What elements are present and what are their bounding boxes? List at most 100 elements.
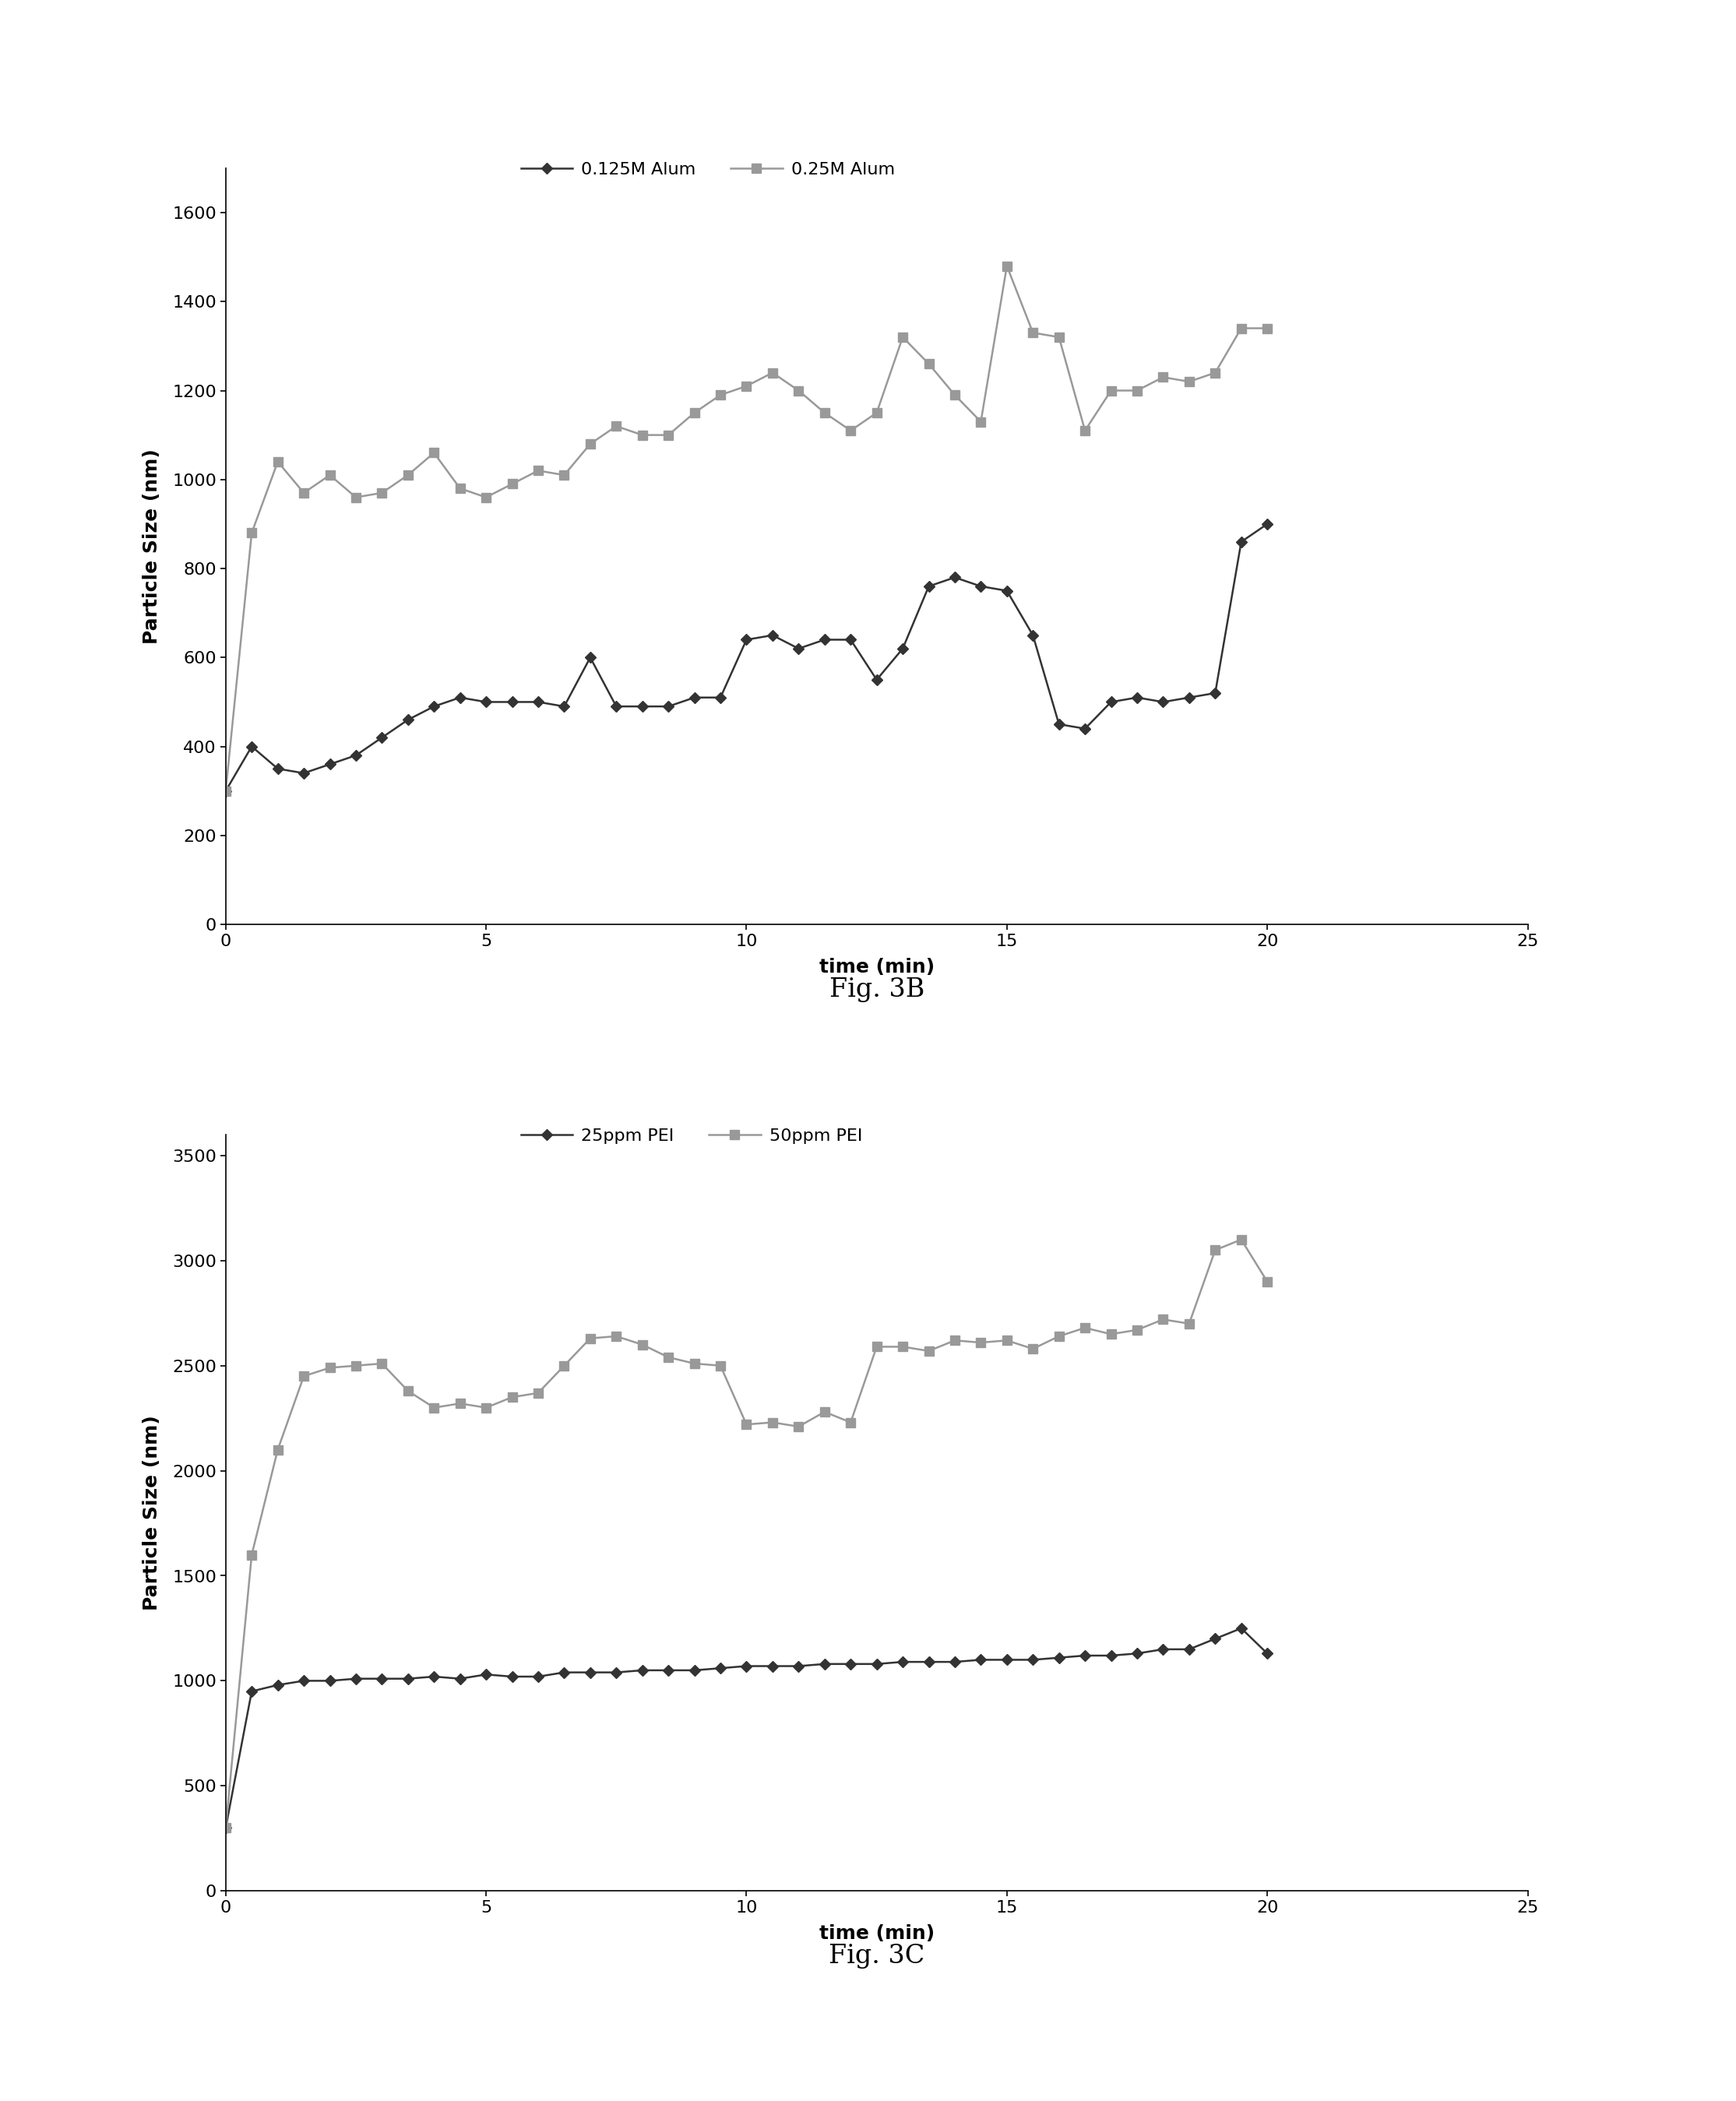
50ppm PEI [788, 1414, 809, 1439]
50ppm PEI [996, 1328, 1017, 1353]
50ppm PEI [970, 1330, 991, 1355]
0.25M Alum [241, 521, 262, 546]
25ppm PEI [840, 1651, 861, 1677]
0.125M Alum [944, 565, 965, 590]
0.25M Alum [1127, 378, 1147, 403]
25ppm PEI [528, 1664, 549, 1689]
25ppm PEI [1153, 1637, 1174, 1662]
50ppm PEI [684, 1351, 705, 1376]
0.125M Alum [1179, 685, 1200, 710]
0.125M Alum [1257, 511, 1278, 536]
50ppm PEI [918, 1338, 939, 1364]
0.25M Alum [996, 254, 1017, 279]
50ppm PEI [1257, 1269, 1278, 1294]
50ppm PEI [502, 1385, 523, 1410]
25ppm PEI [267, 1672, 288, 1698]
50ppm PEI [710, 1353, 731, 1378]
0.25M Alum [424, 441, 444, 466]
Line: 50ppm PEI: 50ppm PEI [222, 1235, 1271, 1832]
25ppm PEI [710, 1656, 731, 1681]
0.125M Alum [1205, 681, 1226, 706]
0.125M Alum [814, 626, 835, 651]
25ppm PEI [944, 1649, 965, 1674]
0.25M Alum [1205, 359, 1226, 384]
25ppm PEI [424, 1664, 444, 1689]
0.25M Alum [450, 475, 470, 500]
50ppm PEI [580, 1326, 601, 1351]
0.25M Alum [554, 462, 575, 487]
0.125M Alum [293, 761, 314, 786]
25ppm PEI [319, 1668, 340, 1693]
50ppm PEI [1205, 1237, 1226, 1263]
25ppm PEI [788, 1653, 809, 1679]
0.125M Alum [398, 708, 418, 733]
0.25M Alum [476, 485, 496, 511]
0.125M Alum [1023, 622, 1043, 647]
0.125M Alum [684, 685, 705, 710]
0.125M Alum [762, 622, 783, 647]
0.25M Alum [684, 399, 705, 424]
0.25M Alum [710, 382, 731, 408]
0.125M Alum [502, 689, 523, 714]
0.25M Alum [1257, 315, 1278, 340]
50ppm PEI [1153, 1307, 1174, 1332]
25ppm PEI [892, 1649, 913, 1674]
25ppm PEI [1205, 1626, 1226, 1651]
0.25M Alum [580, 431, 601, 456]
0.125M Alum [918, 574, 939, 599]
Legend: 0.125M Alum, 0.25M Alum: 0.125M Alum, 0.25M Alum [521, 162, 894, 176]
0.25M Alum [293, 481, 314, 506]
0.125M Alum [424, 693, 444, 719]
50ppm PEI [476, 1395, 496, 1420]
0.25M Alum [606, 414, 627, 439]
25ppm PEI [736, 1653, 757, 1679]
25ppm PEI [1101, 1643, 1121, 1668]
50ppm PEI [267, 1437, 288, 1462]
0.125M Alum [1101, 689, 1121, 714]
50ppm PEI [424, 1395, 444, 1420]
0.25M Alum [1101, 378, 1121, 403]
0.125M Alum [632, 693, 653, 719]
25ppm PEI [398, 1666, 418, 1691]
X-axis label: time (min): time (min) [819, 958, 934, 977]
25ppm PEI [1075, 1643, 1095, 1668]
50ppm PEI [658, 1345, 679, 1370]
0.125M Alum [996, 578, 1017, 603]
25ppm PEI [450, 1666, 470, 1691]
0.25M Alum [267, 450, 288, 475]
0.125M Alum [658, 693, 679, 719]
50ppm PEI [1049, 1324, 1069, 1349]
0.25M Alum [1179, 370, 1200, 395]
50ppm PEI [345, 1353, 366, 1378]
25ppm PEI [606, 1660, 627, 1685]
0.25M Alum [528, 458, 549, 483]
25ppm PEI [1179, 1637, 1200, 1662]
0.125M Alum [450, 685, 470, 710]
Legend: 25ppm PEI, 50ppm PEI: 25ppm PEI, 50ppm PEI [521, 1128, 863, 1143]
25ppm PEI [476, 1662, 496, 1687]
0.25M Alum [788, 378, 809, 403]
25ppm PEI [814, 1651, 835, 1677]
25ppm PEI [1127, 1641, 1147, 1666]
50ppm PEI [606, 1324, 627, 1349]
0.125M Alum [970, 574, 991, 599]
0.125M Alum [528, 689, 549, 714]
0.125M Alum [241, 733, 262, 758]
25ppm PEI [345, 1666, 366, 1691]
0.125M Alum [319, 752, 340, 777]
0.25M Alum [892, 324, 913, 349]
50ppm PEI [632, 1332, 653, 1357]
25ppm PEI [1023, 1647, 1043, 1672]
25ppm PEI [554, 1660, 575, 1685]
0.125M Alum [892, 637, 913, 662]
25ppm PEI [1231, 1616, 1252, 1641]
25ppm PEI [1049, 1645, 1069, 1670]
0.25M Alum [215, 777, 236, 803]
25ppm PEI [632, 1658, 653, 1683]
Y-axis label: Particle Size (nm): Particle Size (nm) [142, 1416, 161, 1609]
Line: 0.25M Alum: 0.25M Alum [222, 263, 1271, 796]
Text: Fig. 3C: Fig. 3C [828, 1943, 925, 1969]
Line: 25ppm PEI: 25ppm PEI [222, 1624, 1271, 1832]
50ppm PEI [736, 1412, 757, 1437]
0.125M Alum [554, 693, 575, 719]
